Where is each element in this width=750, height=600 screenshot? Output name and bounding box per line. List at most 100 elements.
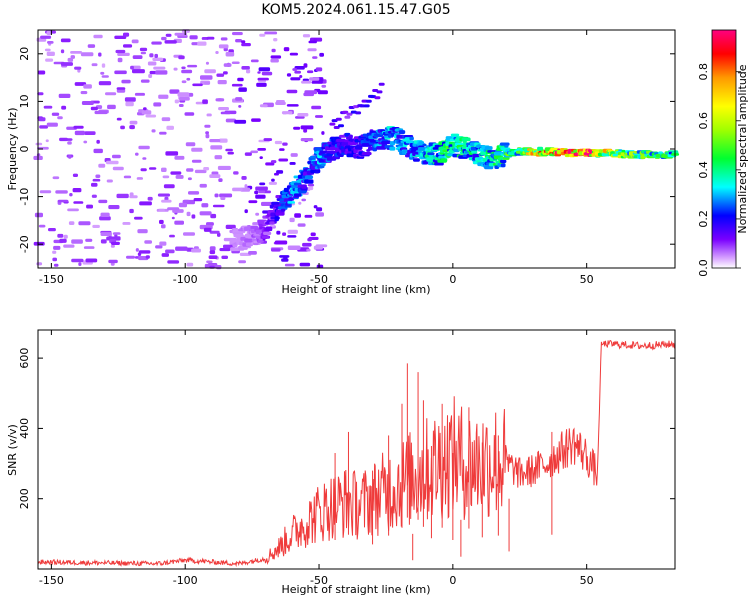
x-tick-label: 0 [449, 574, 456, 587]
spectrogram-cell [114, 35, 127, 39]
spectrogram-cell [268, 181, 277, 185]
spectrogram-cell [263, 138, 273, 141]
spectrogram-cell [70, 51, 83, 54]
spectrogram-cell [300, 125, 314, 130]
spectrogram-cell [46, 30, 52, 35]
spectrogram-cell [90, 106, 98, 111]
spectrogram-cell [126, 255, 135, 259]
spectrogram-cell [87, 44, 96, 48]
spectrogram-cell [36, 262, 43, 266]
spectrogram-cell [64, 138, 73, 141]
spectrogram-cell [313, 245, 323, 250]
spectrogram-cell [197, 41, 207, 46]
spectrogram-cell [57, 233, 64, 238]
spectrogram-cell [204, 124, 211, 128]
spectrogram-cell [186, 77, 191, 81]
spectrogram-cell [278, 158, 289, 162]
spectrogram-cell [57, 116, 63, 120]
spectrogram-cell [270, 160, 277, 164]
spectrogram-cell [68, 155, 72, 159]
spectrogram-cell [335, 117, 342, 121]
spectrogram-cell [175, 246, 188, 251]
spectrogram-cell [174, 99, 179, 104]
spectrogram-cell [165, 151, 179, 156]
spectrogram-cell [306, 248, 311, 252]
spectrogram-cell [153, 66, 166, 70]
spectrogram-cell [250, 59, 259, 63]
spectrogram-cell [274, 218, 279, 222]
spectrogram-cell [206, 260, 213, 264]
spectrogram-cell [234, 119, 247, 124]
spectrogram-cell [131, 39, 139, 44]
spectrogram-cell [189, 35, 198, 40]
spectrogram-cell [248, 251, 257, 255]
spectrogram-cell [145, 255, 150, 259]
spectrogram-cell [209, 139, 221, 143]
spectrogram-cell [355, 111, 362, 115]
spectrogram-cell [381, 141, 391, 144]
spectrogram-cell [134, 92, 145, 96]
spectrogram-cell [225, 224, 236, 229]
spectrogram-cell [290, 77, 301, 81]
spectrogram-cell [219, 138, 228, 143]
spectrogram-cell [132, 65, 141, 70]
spectrogram-cell [73, 201, 84, 204]
spectrogram-cell [218, 178, 223, 182]
spectrogram-cell [164, 40, 177, 44]
spectrogram-cell [292, 68, 298, 71]
spectrogram-cell [167, 207, 180, 211]
spectrogram-cell [269, 221, 275, 225]
spectrogram-cell [499, 142, 510, 146]
spectrogram-cell [257, 71, 261, 74]
spectrogram-cell [191, 147, 203, 152]
spectrogram-cell [204, 81, 210, 85]
spectrogram-cell [202, 99, 208, 104]
spectrogram-cell [169, 89, 180, 94]
spectrogram-cell [215, 98, 225, 102]
spectrogram-cell [476, 160, 482, 163]
spectrogram-cell [134, 216, 143, 220]
x-tick-label: -50 [310, 574, 328, 587]
spectrogram-cell [98, 52, 102, 57]
spectrogram-cell [237, 77, 244, 82]
spectrogram-cell [72, 173, 78, 177]
colorbar-label: Normalized spectral amplitude [736, 64, 749, 233]
spectrogram-cell [494, 151, 503, 156]
spectrogram-cell [306, 180, 312, 183]
spectrogram-cell [173, 67, 178, 71]
spectrogram-cell [304, 90, 318, 95]
spectrogram-cell [484, 146, 493, 150]
spectrogram-cell [286, 89, 298, 94]
spectrogram-cell [225, 118, 236, 123]
spectrogram-cell [170, 171, 182, 175]
spectrogram-cell [57, 199, 69, 203]
spectrogram-cell [504, 145, 509, 148]
spectrogram-cell [193, 198, 203, 202]
spectrogram-cell [255, 194, 266, 199]
spectrogram-cell [174, 220, 184, 225]
spectrogram-cell [205, 61, 209, 65]
spectrogram-cell [45, 58, 54, 62]
spectrogram-cell [316, 207, 323, 212]
spectrogram-cell [208, 255, 218, 259]
spectrogram-cell [413, 158, 420, 162]
spectrogram-cell [261, 201, 273, 206]
spectrogram-cell [365, 99, 372, 103]
spectrogram-cell [80, 52, 94, 57]
spectrogram-cell [129, 120, 138, 125]
spectrogram-cell [261, 71, 273, 76]
spectrogram-cell [346, 112, 353, 116]
spectrogram-cell [123, 32, 130, 37]
spectrogram-cell [427, 152, 435, 156]
spectrogram-cell [282, 232, 287, 236]
spectrogram-cell [101, 63, 106, 68]
spectrogram-cell [438, 155, 447, 159]
spectrogram-cell [96, 139, 100, 144]
spectrogram-cell [422, 143, 427, 147]
y-tick-label: -10 [18, 188, 31, 206]
spectrogram-cell [205, 133, 210, 139]
spectrogram-cell [294, 213, 301, 218]
spectrogram-cell [159, 219, 164, 224]
spectrogram-cell [165, 33, 172, 37]
